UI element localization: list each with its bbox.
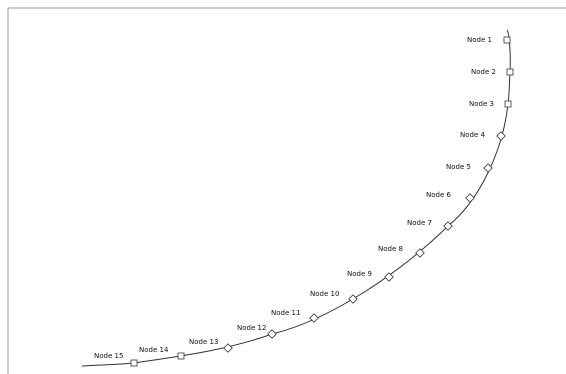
node-label: Node 1 bbox=[467, 36, 492, 44]
node-12: Node 12 bbox=[237, 324, 277, 339]
node-marker bbox=[130, 359, 138, 367]
node-2: Node 2 bbox=[471, 68, 514, 76]
node-label: Node 4 bbox=[460, 131, 485, 139]
node-6: Node 6 bbox=[426, 191, 475, 203]
node-marker bbox=[267, 329, 277, 339]
node-label: Node 10 bbox=[310, 290, 339, 298]
node-marker bbox=[503, 36, 511, 44]
node-marker bbox=[483, 163, 493, 173]
node-label: Node 13 bbox=[189, 338, 218, 346]
node-3: Node 3 bbox=[469, 100, 512, 108]
node-marker bbox=[504, 100, 512, 108]
node-label: Node 15 bbox=[94, 352, 123, 360]
node-14: Node 14 bbox=[139, 346, 185, 360]
node-4: Node 4 bbox=[460, 131, 506, 141]
node-13: Node 13 bbox=[189, 338, 233, 353]
node-label: Node 9 bbox=[347, 270, 372, 278]
node-11: Node 11 bbox=[271, 309, 319, 323]
node-marker bbox=[177, 352, 185, 360]
node-marker bbox=[506, 68, 514, 76]
node-label: Node 2 bbox=[471, 68, 496, 76]
node-marker bbox=[348, 294, 358, 304]
node-marker bbox=[443, 221, 453, 231]
node-label: Node 6 bbox=[426, 191, 451, 199]
node-marker bbox=[223, 343, 233, 353]
node-5: Node 5 bbox=[446, 163, 493, 173]
node-7: Node 7 bbox=[407, 219, 453, 231]
node-9: Node 9 bbox=[347, 270, 394, 282]
node-10: Node 10 bbox=[310, 290, 358, 304]
node-label: Node 14 bbox=[139, 346, 169, 354]
node-marker bbox=[465, 193, 475, 203]
node-label: Node 5 bbox=[446, 163, 471, 171]
node-label: Node 11 bbox=[271, 309, 300, 317]
node-label: Node 8 bbox=[378, 245, 403, 253]
node-8: Node 8 bbox=[378, 245, 425, 258]
node-marker bbox=[496, 131, 506, 141]
nodes-layer: Node 1 Node 2 Node 3 Node 4 Node 5 Node 6 Node… bbox=[94, 36, 514, 367]
node-label: Node 3 bbox=[469, 100, 494, 108]
node-marker bbox=[309, 313, 319, 323]
node-curve bbox=[81, 29, 511, 367]
node-marker bbox=[384, 272, 394, 282]
node-label: Node 12 bbox=[237, 324, 266, 332]
node-15: Node 15 bbox=[94, 352, 138, 367]
node-1: Node 1 bbox=[467, 36, 511, 44]
node-marker bbox=[415, 248, 425, 258]
node-label: Node 7 bbox=[407, 219, 432, 227]
